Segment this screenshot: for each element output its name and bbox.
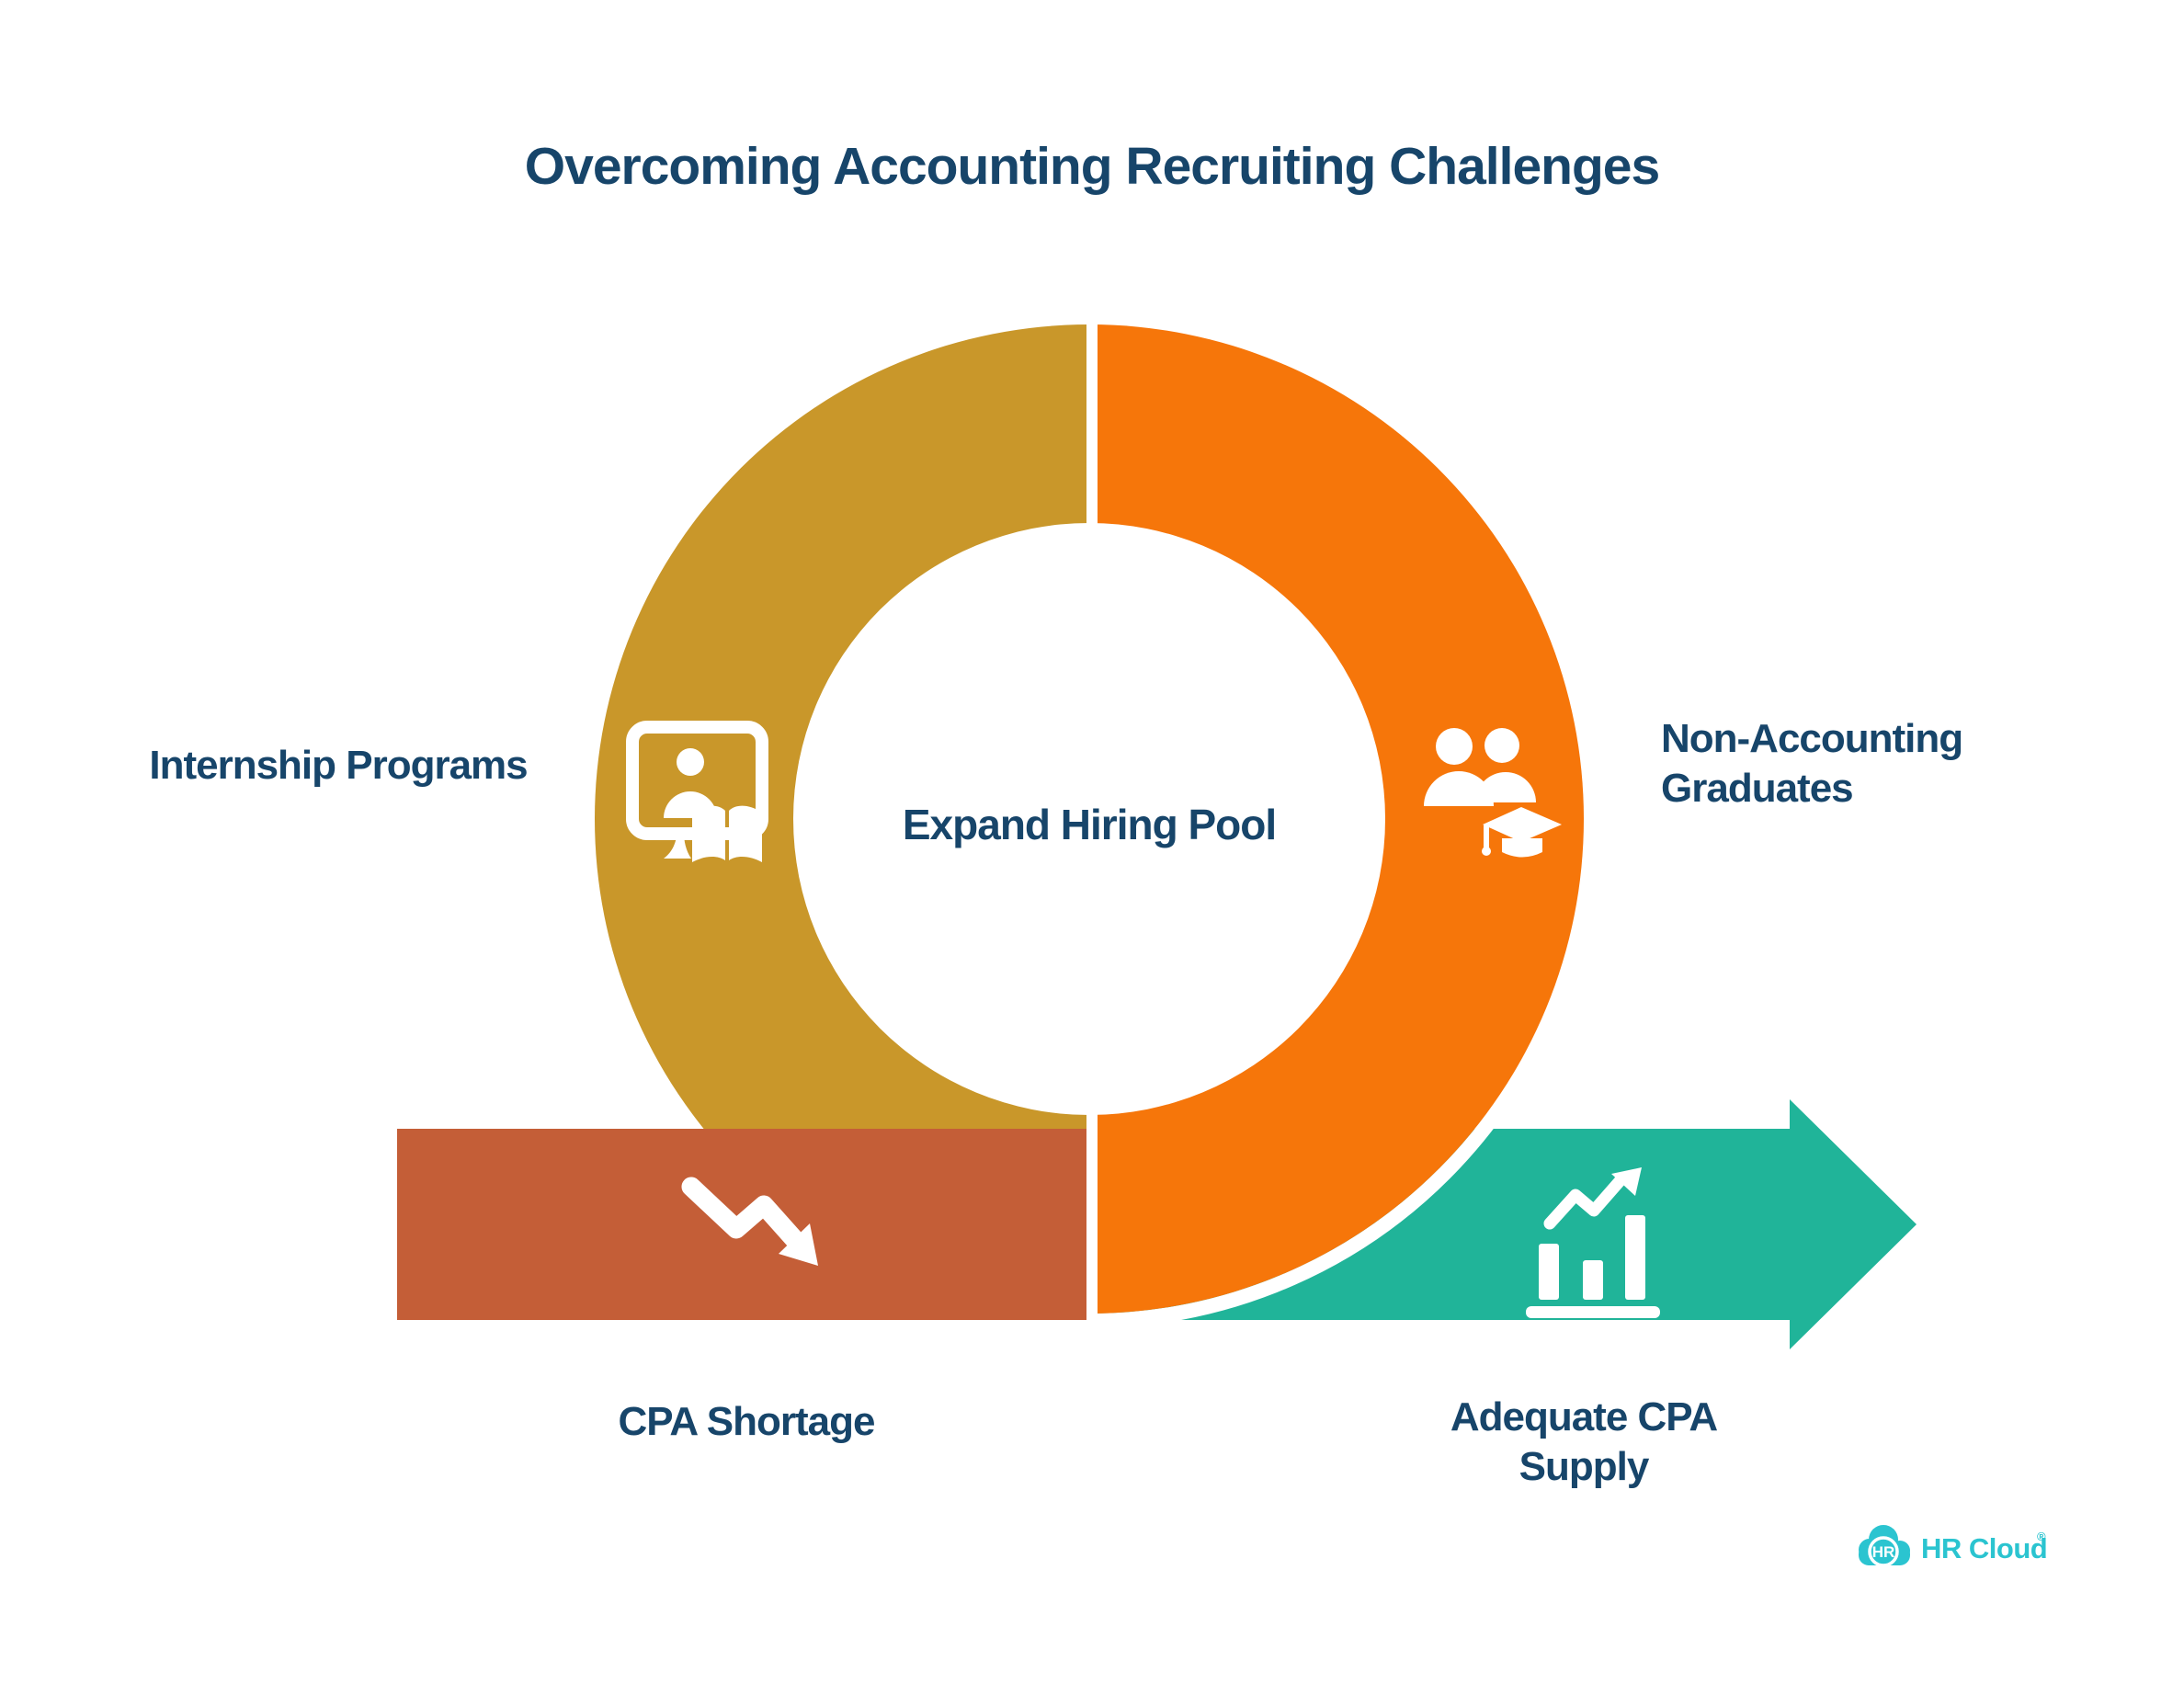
monitor-stand bbox=[664, 832, 691, 859]
open-book-right bbox=[729, 805, 762, 862]
grad-cap-tassel-end bbox=[1482, 847, 1491, 856]
ring-divider bbox=[1086, 320, 1098, 1322]
graduates-icon bbox=[1424, 728, 1562, 858]
chart-trend-line bbox=[1543, 1175, 1626, 1230]
registered-mark: ® bbox=[2037, 1530, 2046, 1543]
grad-cap-board bbox=[1483, 807, 1562, 842]
open-book-left bbox=[692, 805, 725, 862]
adequate-cpa-label-line1: Adequate CPA bbox=[1450, 1394, 1718, 1439]
hr-badge-ring bbox=[1868, 1536, 1899, 1567]
grad-head-left bbox=[1436, 728, 1473, 765]
loop-diagram bbox=[397, 310, 1917, 1349]
chart-bar-2 bbox=[1583, 1260, 1603, 1300]
grad-head-right bbox=[1484, 728, 1519, 763]
non-accounting-label-line1: Non-Accounting bbox=[1661, 716, 1962, 761]
non-accounting-label-line2: Graduates bbox=[1661, 766, 1853, 811]
chart-bar-1 bbox=[1539, 1244, 1559, 1300]
online-training-icon bbox=[626, 721, 768, 862]
grad-body-left bbox=[1424, 771, 1494, 806]
cloud-icon: HR bbox=[1859, 1525, 1910, 1567]
chart-trend-arrowhead bbox=[1611, 1167, 1642, 1196]
center-label: Expand Hiring Pool bbox=[903, 801, 1276, 848]
growth-chart-icon bbox=[1526, 1167, 1660, 1318]
chart-bar-3 bbox=[1625, 1215, 1645, 1300]
cpa-shortage-label: CPA Shortage bbox=[619, 1399, 875, 1444]
hr-badge-text: HR bbox=[1872, 1543, 1895, 1561]
chart-baseline bbox=[1526, 1306, 1660, 1318]
person-head bbox=[677, 748, 704, 776]
grad-cap-base bbox=[1502, 838, 1542, 858]
declining-trend-icon bbox=[681, 1177, 818, 1266]
internship-programs-label: Internship Programs bbox=[149, 743, 527, 788]
page-title: Overcoming Accounting Recruiting Challen… bbox=[525, 137, 1659, 196]
brand-name: HR Cloud bbox=[1921, 1532, 2047, 1564]
adequate-cpa-label-line2: Supply bbox=[1519, 1444, 1650, 1489]
hr-cloud-logo: HR HR Cloud ® bbox=[1859, 1525, 2048, 1567]
decline-arrowhead bbox=[779, 1223, 818, 1266]
